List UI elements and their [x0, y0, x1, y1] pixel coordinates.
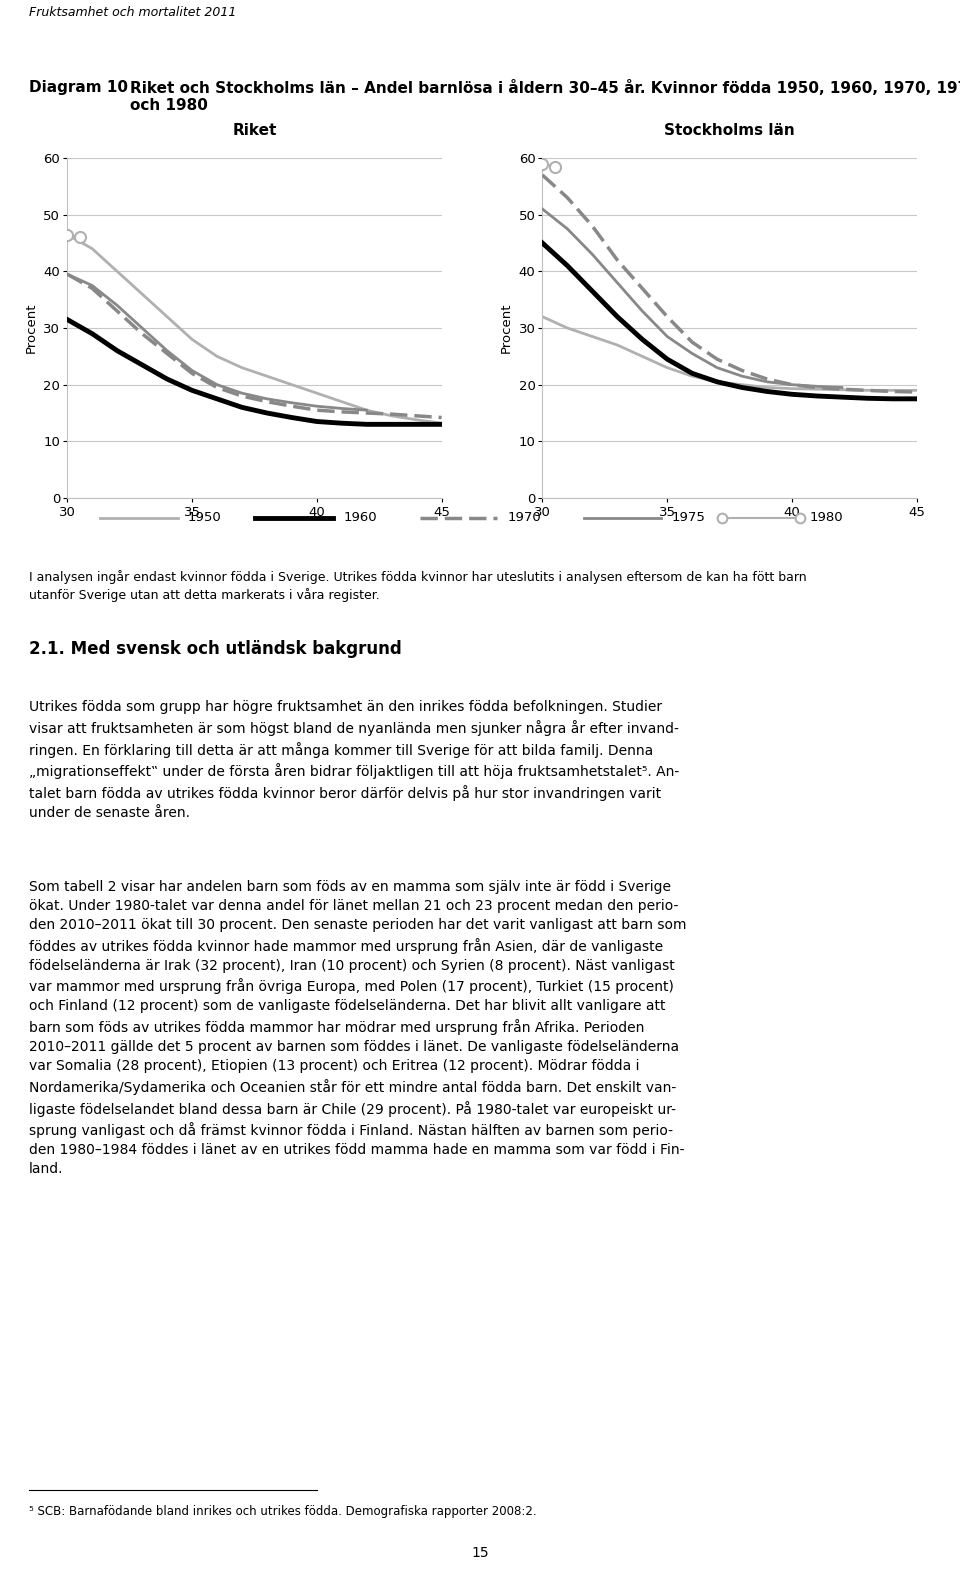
- Text: 1960: 1960: [344, 511, 377, 524]
- Text: 1970: 1970: [508, 511, 541, 524]
- Text: Diagram 10: Diagram 10: [29, 81, 128, 95]
- Text: Riket: Riket: [232, 122, 276, 138]
- Text: Riket och Stockholms län – Andel barnlösa i åldern 30–45 år. Kvinnor födda 1950,: Riket och Stockholms län – Andel barnlös…: [130, 81, 960, 114]
- Text: Utrikes födda som grupp har högre fruktsamhet än den inrikes födda befolkningen.: Utrikes födda som grupp har högre frukts…: [29, 699, 679, 819]
- Text: 1950: 1950: [188, 511, 222, 524]
- Text: 1980: 1980: [810, 511, 844, 524]
- Text: Stockholms län: Stockholms län: [664, 122, 795, 138]
- Text: I analysen ingår endast kvinnor födda i Sverige. Utrikes födda kvinnor har utesl: I analysen ingår endast kvinnor födda i …: [29, 570, 806, 601]
- Text: Som tabell 2 visar har andelen barn som föds av en mamma som själv inte är född : Som tabell 2 visar har andelen barn som …: [29, 880, 686, 1177]
- Text: 15: 15: [471, 1546, 489, 1560]
- Text: Fruktsamhet och mortalitet 2011: Fruktsamhet och mortalitet 2011: [29, 5, 236, 19]
- Y-axis label: Procent: Procent: [500, 302, 513, 353]
- Text: 1975: 1975: [672, 511, 706, 524]
- Text: 2.1. Med svensk och utländsk bakgrund: 2.1. Med svensk och utländsk bakgrund: [29, 641, 401, 658]
- Y-axis label: Procent: Procent: [25, 302, 37, 353]
- Text: ⁵ SCB: Barnafödande bland inrikes och utrikes födda. Demografiska rapporter 2008: ⁵ SCB: Barnafödande bland inrikes och ut…: [29, 1504, 537, 1519]
